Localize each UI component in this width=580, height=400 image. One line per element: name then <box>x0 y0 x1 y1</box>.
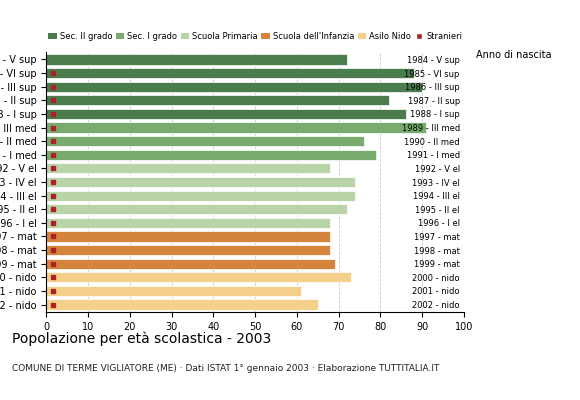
Bar <box>46 122 426 133</box>
Bar <box>46 136 364 146</box>
Bar <box>46 300 318 310</box>
Bar <box>46 258 335 269</box>
Text: COMUNE DI TERME VIGLIATORE (ME) · Dati ISTAT 1° gennaio 2003 · Elaborazione TUTT: COMUNE DI TERME VIGLIATORE (ME) · Dati I… <box>12 364 439 373</box>
Bar <box>46 95 389 106</box>
Bar <box>46 54 347 64</box>
Bar <box>46 68 414 78</box>
Bar <box>46 231 331 242</box>
Bar <box>46 177 356 187</box>
Bar <box>46 190 356 201</box>
Bar <box>46 204 347 214</box>
Bar <box>46 272 351 282</box>
Bar <box>46 109 405 119</box>
Bar <box>46 150 376 160</box>
Legend: Sec. II grado, Sec. I grado, Scuola Primaria, Scuola dell'Infanzia, Asilo Nido, : Sec. II grado, Sec. I grado, Scuola Prim… <box>46 30 464 43</box>
Bar <box>46 218 331 228</box>
Bar <box>46 82 422 92</box>
Text: Popolazione per età scolastica - 2003: Popolazione per età scolastica - 2003 <box>12 332 271 346</box>
Text: Anno di nascita: Anno di nascita <box>476 50 551 60</box>
Bar <box>46 286 301 296</box>
Bar <box>46 245 331 255</box>
Bar <box>46 163 331 174</box>
